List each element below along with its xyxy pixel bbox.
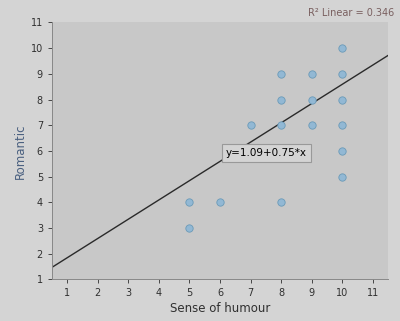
Point [339,148,345,153]
Point [186,200,193,205]
Text: R² Linear = 0.346: R² Linear = 0.346 [308,8,394,18]
Point [308,123,315,128]
Point [247,123,254,128]
Point [186,225,193,230]
Point [278,200,284,205]
Point [339,174,345,179]
Point [308,71,315,76]
Point [278,97,284,102]
Text: y=1.09+0.75*x: y=1.09+0.75*x [226,148,307,158]
X-axis label: Sense of humour: Sense of humour [170,302,270,316]
Point [217,200,223,205]
Point [308,97,315,102]
Point [339,46,345,51]
Y-axis label: Romantic: Romantic [14,123,26,178]
Point [278,148,284,153]
Point [339,97,345,102]
Point [339,71,345,76]
Point [339,123,345,128]
Point [278,123,284,128]
Point [278,71,284,76]
